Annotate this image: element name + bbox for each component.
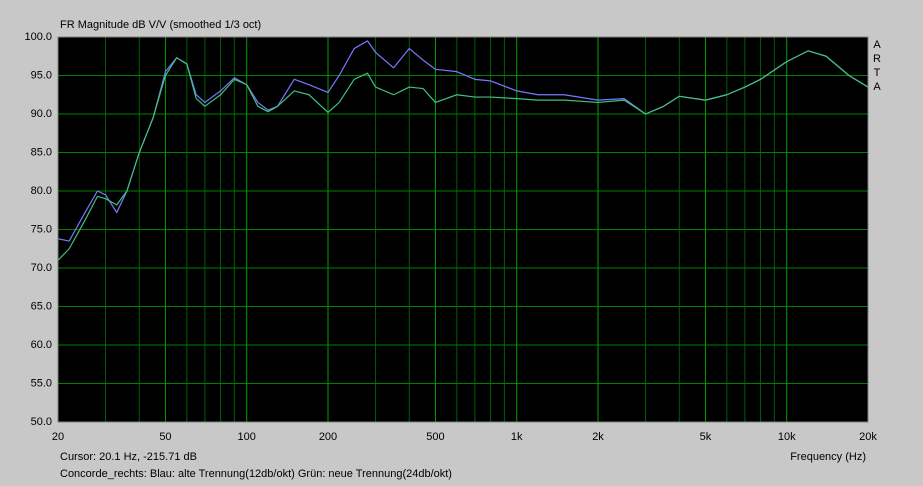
x-tick-label: 50 xyxy=(159,431,171,443)
y-tick-label: 95.0 xyxy=(31,69,52,81)
caption: Concorde_rechts: Blau: alte Trennung(12d… xyxy=(60,468,452,480)
y-tick-label: 75.0 xyxy=(31,223,52,235)
series-line xyxy=(57,50,869,261)
x-tick-label: 100 xyxy=(238,431,256,443)
x-tick-label: 10k xyxy=(778,431,796,443)
y-tick-label: 70.0 xyxy=(31,262,52,274)
x-axis-label: Frequency (Hz) xyxy=(790,451,866,463)
y-tick-label: 80.0 xyxy=(31,185,52,197)
x-tick-label: 5k xyxy=(700,431,712,443)
plot-frame xyxy=(57,36,869,423)
chart-title: FR Magnitude dB V/V (smoothed 1/3 oct) xyxy=(60,19,261,31)
x-tick-label: 2k xyxy=(592,431,604,443)
x-tick-label: 20 xyxy=(52,431,64,443)
y-tick-label: 85.0 xyxy=(31,146,52,158)
brand-letter: T xyxy=(874,67,881,79)
y-tick-label: 55.0 xyxy=(31,377,52,389)
x-tick-label: 20k xyxy=(859,431,877,443)
x-tick-label: 1k xyxy=(511,431,523,443)
x-tick-label: 200 xyxy=(319,431,337,443)
y-tick-label: 90.0 xyxy=(31,108,52,120)
x-tick-label: 500 xyxy=(426,431,444,443)
cursor-readout: Cursor: 20.1 Hz, -215.71 dB xyxy=(60,451,197,463)
y-tick-label: 100.0 xyxy=(24,31,52,43)
brand-letter: R xyxy=(873,53,881,65)
y-tick-label: 50.0 xyxy=(31,416,52,428)
brand-letter: A xyxy=(873,81,881,93)
brand-letter: A xyxy=(873,39,881,51)
y-tick-label: 60.0 xyxy=(31,339,52,351)
y-tick-label: 65.0 xyxy=(31,300,52,312)
